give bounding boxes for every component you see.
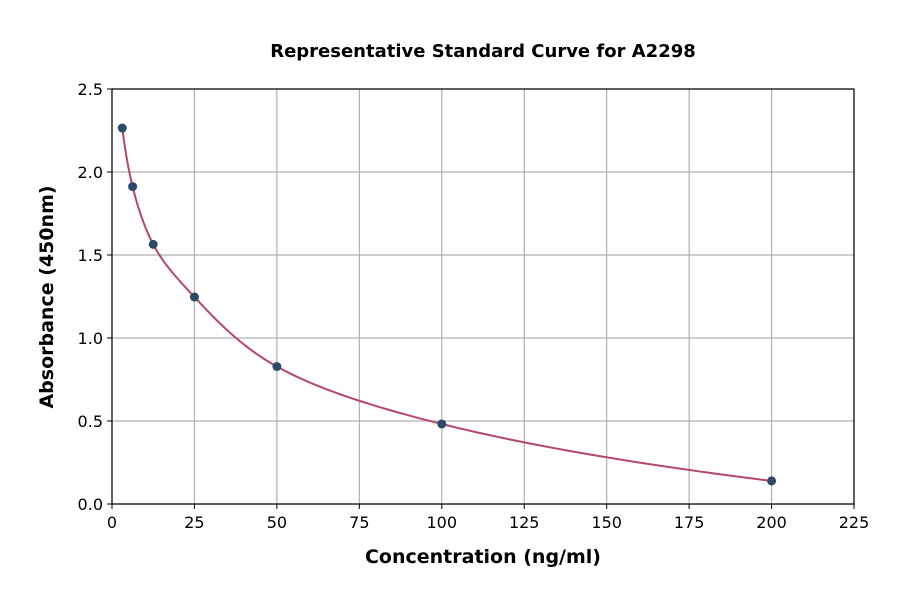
x-tick-label: 0 [107,513,117,532]
data-point [117,123,127,133]
x-tick-label: 175 [674,513,705,532]
y-tick-label: 0.0 [78,495,103,514]
y-tick-label: 1.0 [78,329,103,348]
y-axis-ticks: 0.0 0.5 1.0 1.5 2.0 2.5 [78,80,112,514]
data-points [117,123,777,486]
x-tick-label: 50 [267,513,287,532]
x-axis-ticks: 0 25 50 75 100 125 150 175 200 225 [107,504,869,532]
x-tick-label: 75 [349,513,369,532]
x-tick-label: 150 [591,513,622,532]
data-point [272,362,282,372]
x-axis-label: Concentration (ng/ml) [365,546,601,568]
x-tick-label: 125 [509,513,540,532]
x-tick-label: 100 [427,513,458,532]
y-axis-label: Absorbance (450nm) [36,185,58,408]
chart-title: Representative Standard Curve for A2298 [270,41,696,62]
fit-curve-layer [121,127,772,482]
y-tick-label: 1.5 [78,246,103,265]
x-tick-label: 225 [839,513,870,532]
plot-frame [111,88,855,505]
data-point [437,419,447,429]
data-point [128,182,138,192]
x-tick-label: 25 [184,513,204,532]
y-tick-label: 0.5 [78,412,103,431]
x-tick-label: 200 [756,513,787,532]
data-point [148,239,158,249]
grid [111,88,855,505]
data-point [189,292,199,302]
y-tick-label: 2.0 [78,163,103,182]
data-point [767,476,777,486]
fit-curve [121,127,772,482]
y-tick-label: 2.5 [78,80,103,99]
